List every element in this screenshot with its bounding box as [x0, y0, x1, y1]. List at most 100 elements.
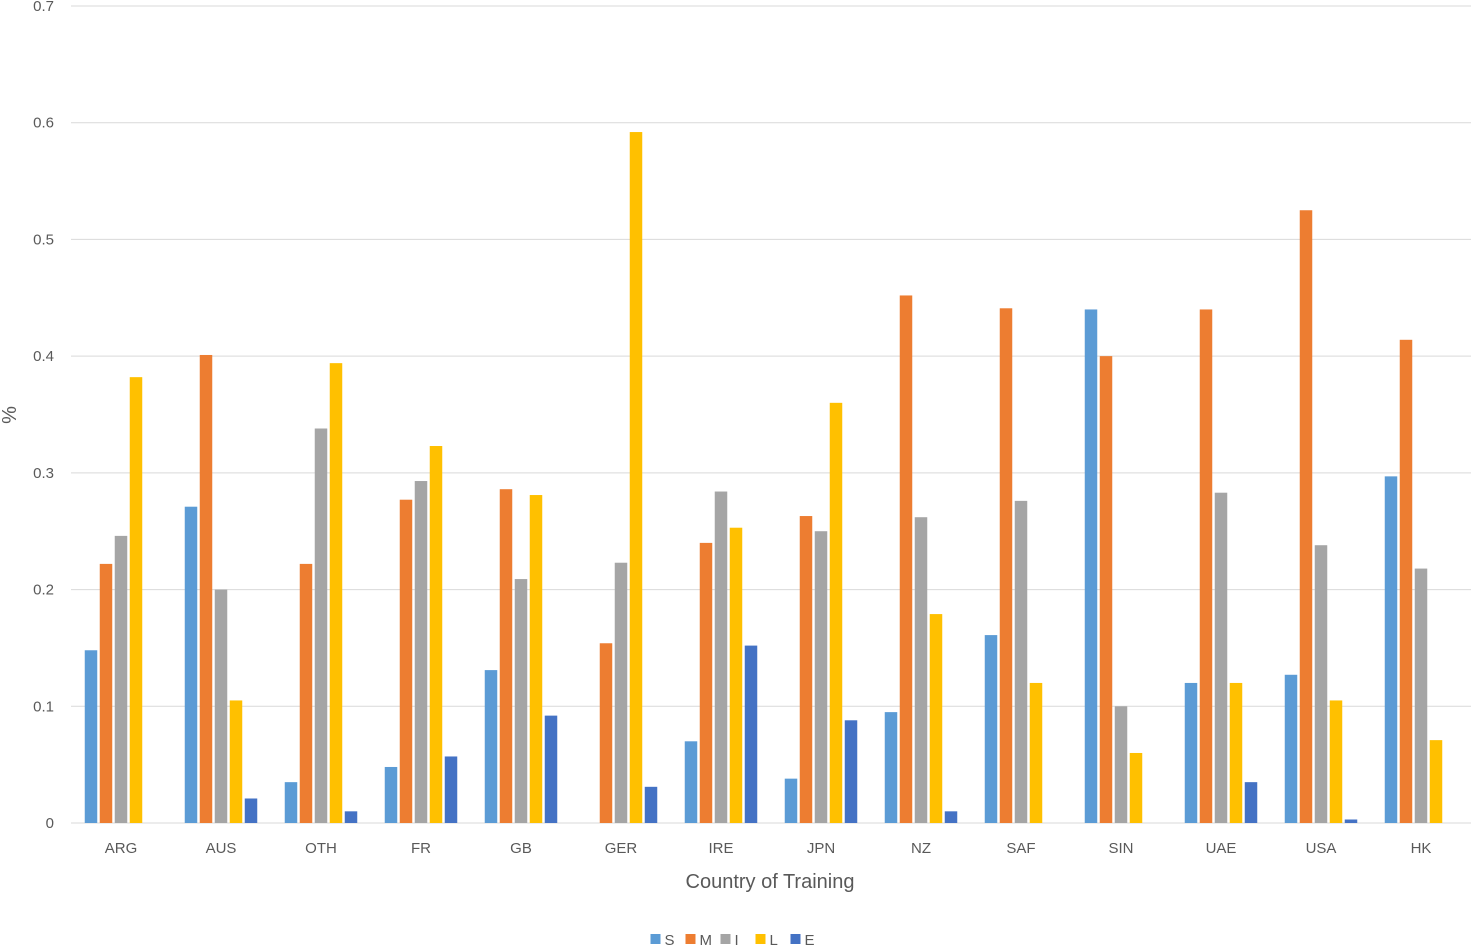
legend-swatch-i: [720, 934, 731, 944]
bar-arg-m: [99, 563, 113, 823]
bar-usa-i: [1314, 545, 1328, 823]
bar-ger-m: [599, 643, 613, 823]
bar-nz-s: [884, 712, 898, 823]
bar-gb-m: [499, 489, 513, 823]
bar-uae-l: [1229, 682, 1243, 823]
y-tick-label: 0.5: [33, 231, 54, 248]
bar-usa-m: [1299, 210, 1313, 823]
bar-sin-m: [1099, 356, 1113, 823]
y-tick-label: 0.6: [33, 115, 54, 132]
legend-swatch-l: [755, 934, 766, 944]
bar-usa-e: [1344, 819, 1358, 823]
y-axis-title: %: [0, 406, 21, 424]
legend-swatch-m: [685, 934, 696, 944]
y-tick-label: 0.1: [33, 698, 54, 715]
bar-usa-s: [1284, 674, 1298, 823]
x-tick-label-hk: HK: [1411, 840, 1432, 857]
bar-nz-m: [899, 295, 913, 823]
bar-oth-m: [299, 563, 313, 823]
bar-nz-e: [944, 811, 958, 823]
x-axis-title: Country of Training: [686, 871, 855, 893]
y-tick-label: 0.4: [33, 348, 54, 365]
bar-sin-l: [1129, 752, 1143, 823]
bar-ger-i: [614, 562, 628, 823]
bar-nz-l: [929, 614, 943, 823]
bar-hk-i: [1414, 568, 1428, 823]
bar-ire-s: [684, 741, 698, 823]
bar-aus-l: [229, 700, 243, 823]
y-tick-label: 0.2: [33, 582, 54, 599]
x-tick-label-uae: UAE: [1206, 840, 1237, 857]
x-tick-label-arg: ARG: [105, 840, 138, 857]
x-tick-label-oth: OTH: [305, 840, 337, 857]
legend-label-l: L: [770, 932, 778, 945]
bar-jpn-i: [814, 531, 828, 823]
bar-aus-s: [184, 506, 198, 823]
bar-sin-s: [1084, 309, 1098, 823]
x-tick-label-ger: GER: [605, 840, 638, 857]
y-tick-label: 0.7: [33, 0, 54, 15]
bar-arg-i: [114, 535, 128, 823]
bar-aus-e: [244, 798, 258, 823]
y-tick-label: 0: [46, 815, 54, 832]
bar-jpn-s: [784, 778, 798, 823]
bar-saf-m: [999, 308, 1013, 823]
x-tick-label-gb: GB: [510, 840, 532, 857]
bar-fr-m: [399, 499, 413, 823]
bar-uae-m: [1199, 309, 1213, 823]
bar-oth-s: [284, 782, 298, 823]
bar-ire-e: [744, 645, 758, 823]
x-tick-label-ire: IRE: [708, 840, 733, 857]
bar-ire-m: [699, 542, 713, 823]
bar-sin-i: [1114, 706, 1128, 823]
bar-gb-s: [484, 670, 498, 823]
x-tick-label-aus: AUS: [206, 840, 237, 857]
x-tick-label-jpn: JPN: [807, 840, 835, 857]
bar-uae-s: [1184, 682, 1198, 823]
bar-aus-i: [214, 589, 228, 823]
bar-oth-l: [329, 363, 343, 823]
legend-swatch-e: [790, 934, 801, 944]
y-axis-ticks: 0 0.1 0.2 0.3 0.4 0.5 0.6 0.7: [33, 0, 54, 832]
bar-gb-l: [529, 495, 543, 823]
bar-arg-s: [84, 650, 98, 823]
x-axis-ticks: ARG AUS OTH FR GB GER IRE JPN NZ SAF SIN UAE USA HK: [105, 840, 1432, 857]
x-tick-label-sin: SIN: [1108, 840, 1133, 857]
bar-fr-s: [384, 766, 398, 823]
bar-ire-l: [729, 527, 743, 823]
bar-ire-i: [714, 491, 728, 823]
legend-swatch-s: [650, 934, 661, 944]
x-tick-label-fr: FR: [411, 840, 431, 857]
bar-nz-i: [914, 517, 928, 823]
bar-jpn-e: [844, 720, 858, 823]
x-tick-label-usa: USA: [1306, 840, 1337, 857]
bars: [84, 132, 1443, 824]
bar-gb-i: [514, 579, 528, 823]
bar-uae-i: [1214, 492, 1228, 823]
bar-hk-l: [1429, 740, 1443, 823]
bar-saf-l: [1029, 682, 1043, 823]
bar-saf-i: [1014, 500, 1028, 823]
legend-label-m: M: [700, 932, 713, 945]
bar-fr-e: [444, 756, 458, 823]
bar-hk-s: [1384, 476, 1398, 823]
bar-arg-l: [129, 377, 143, 823]
bar-uae-e: [1244, 782, 1258, 823]
gridlines: [71, 5, 1471, 824]
legend-label-e: E: [805, 932, 815, 945]
bar-aus-m: [199, 354, 213, 823]
bar-ger-e: [644, 786, 658, 823]
bar-oth-i: [314, 428, 328, 823]
bar-jpn-l: [829, 402, 843, 823]
bar-oth-e: [344, 811, 358, 823]
x-tick-label-saf: SAF: [1006, 840, 1035, 857]
x-tick-label-nz: NZ: [911, 840, 931, 857]
bar-saf-s: [984, 635, 998, 823]
bar-fr-l: [429, 446, 443, 823]
bar-hk-m: [1399, 339, 1413, 823]
bar-fr-i: [414, 481, 428, 823]
bar-ger-l: [629, 132, 643, 824]
bar-usa-l: [1329, 700, 1343, 823]
